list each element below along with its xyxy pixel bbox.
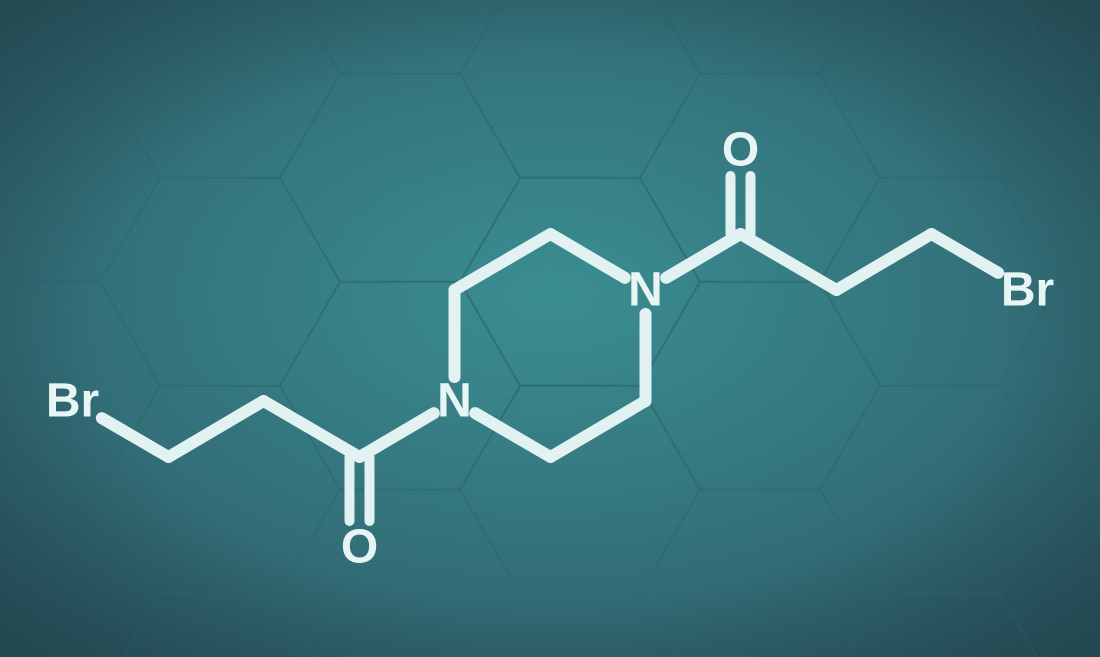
diagram-svg: N N O Br O Br bbox=[0, 0, 1100, 657]
atom-label-n: N bbox=[628, 264, 663, 317]
atom-label-o: O bbox=[722, 124, 759, 177]
vignette bbox=[0, 0, 1100, 657]
atom-label-br: Br bbox=[1001, 264, 1054, 317]
atom-label-br: Br bbox=[46, 375, 99, 428]
atom-label-n: N bbox=[437, 375, 472, 428]
molecule-diagram: N N O Br O Br bbox=[0, 0, 1100, 657]
atom-label-o: O bbox=[341, 521, 378, 574]
